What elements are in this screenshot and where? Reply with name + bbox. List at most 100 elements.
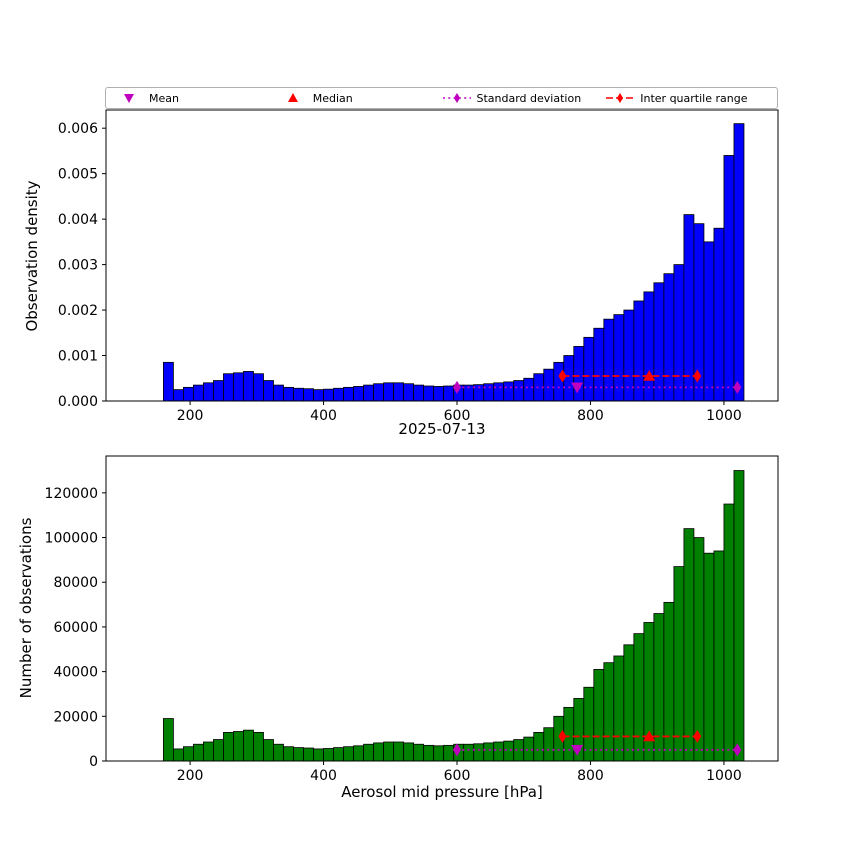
histogram-bar bbox=[633, 633, 645, 762]
histogram-bar bbox=[323, 388, 334, 402]
x-tick-label: 600 bbox=[444, 768, 471, 784]
histogram-bar bbox=[253, 373, 264, 402]
histogram-bar bbox=[543, 368, 555, 402]
histogram-bar bbox=[162, 718, 174, 762]
y-axis-ticks: 0.000 0.001 0.002 0.003 0.004 0.005 0.006 bbox=[58, 121, 106, 410]
histogram-bars bbox=[162, 123, 745, 402]
histogram-bar bbox=[733, 123, 745, 402]
x-tick-label: 200 bbox=[177, 408, 204, 424]
histogram-bar bbox=[673, 264, 685, 402]
legend-marker bbox=[453, 93, 460, 103]
mean-marker bbox=[571, 382, 584, 394]
legend-marker bbox=[617, 93, 624, 103]
histogram-bar bbox=[203, 741, 214, 762]
histogram-bar bbox=[643, 291, 655, 402]
histogram-bar bbox=[263, 739, 274, 762]
diamond-glyph bbox=[442, 93, 471, 103]
histogram-bar bbox=[443, 385, 455, 402]
histogram-bar bbox=[393, 382, 405, 402]
histogram-bar bbox=[633, 300, 645, 402]
x-tick-label: 400 bbox=[310, 408, 337, 424]
y-tick-label: 80000 bbox=[53, 575, 98, 591]
histogram-bar bbox=[193, 384, 204, 402]
histogram-bar bbox=[333, 387, 344, 402]
histogram-bar bbox=[713, 550, 725, 762]
histogram-bar bbox=[373, 742, 385, 762]
histogram-bar bbox=[563, 355, 575, 402]
median-marker bbox=[643, 369, 656, 381]
triangle-up-glyph bbox=[287, 93, 298, 102]
subplot-title-date: 2025-07-13 bbox=[398, 420, 486, 438]
axes-frame bbox=[105, 109, 779, 402]
std-dev-marker bbox=[452, 743, 462, 757]
histogram-bar bbox=[273, 743, 284, 762]
x-axis-ticks: 200 400 600 800 1000 bbox=[177, 761, 742, 784]
histogram-bar bbox=[413, 384, 425, 402]
legend-label-std: Standard deviation bbox=[476, 91, 582, 105]
histogram-bar bbox=[433, 386, 445, 402]
histogram-bar bbox=[203, 382, 214, 402]
histogram-bar bbox=[493, 382, 505, 402]
histogram-bar bbox=[573, 346, 585, 402]
histogram-bar bbox=[162, 361, 174, 402]
y-axis-ticks: 0 20000 40000 60000 80000 100000 120000 bbox=[45, 486, 106, 770]
histogram-bar bbox=[403, 383, 415, 402]
histogram-bar bbox=[303, 388, 314, 402]
histogram-bar bbox=[333, 747, 344, 762]
y-axis-label-top: Observation density bbox=[23, 180, 41, 332]
histogram-bar bbox=[293, 747, 304, 762]
legend-item-mean: Mean bbox=[114, 91, 278, 105]
legend-marker bbox=[124, 94, 134, 103]
histogram-bar bbox=[443, 744, 455, 762]
histogram-bar bbox=[363, 743, 374, 762]
x-axis-label: Aerosol mid pressure [hPa] bbox=[341, 783, 543, 801]
histogram-bar bbox=[283, 386, 294, 402]
histogram-bar bbox=[723, 155, 735, 402]
histogram-bar bbox=[493, 741, 505, 762]
histogram-bar bbox=[383, 741, 395, 762]
histogram-bar bbox=[703, 552, 715, 762]
diamond-glyph bbox=[606, 93, 635, 103]
x-tick-label: 600 bbox=[444, 408, 471, 424]
y-tick-label: 0 bbox=[89, 754, 98, 770]
x-tick-label: 1000 bbox=[706, 408, 742, 424]
histogram-bar bbox=[483, 742, 495, 762]
histogram-bar bbox=[423, 744, 435, 762]
legend-marker bbox=[287, 93, 298, 102]
histogram-bar bbox=[413, 743, 425, 762]
statistics-overlay bbox=[452, 729, 742, 757]
iqr-marker bbox=[693, 369, 702, 383]
median-marker bbox=[643, 730, 656, 742]
iqr-marker bbox=[558, 729, 567, 743]
axes-frame bbox=[105, 455, 779, 762]
histogram-bars bbox=[162, 470, 745, 762]
histogram-bar bbox=[233, 372, 244, 402]
x-tick-label: 400 bbox=[310, 768, 337, 784]
histogram-bar bbox=[733, 470, 745, 762]
histogram-bar bbox=[603, 318, 615, 402]
histogram-bar bbox=[683, 528, 695, 762]
y-tick-label: 0.004 bbox=[58, 212, 98, 228]
histogram-bar bbox=[183, 746, 194, 762]
histogram-bar bbox=[213, 739, 224, 762]
legend: Mean Median Standard deviation Inter qua… bbox=[105, 87, 778, 109]
histogram-bar bbox=[353, 745, 364, 762]
histogram-bar bbox=[663, 273, 675, 402]
histogram-bar bbox=[533, 732, 545, 762]
histogram-bar bbox=[563, 706, 575, 762]
histogram-bar bbox=[273, 384, 284, 402]
y-axis-label-bottom: Number of observations bbox=[17, 517, 35, 699]
histogram-bar bbox=[243, 371, 254, 402]
histogram-bar bbox=[353, 386, 364, 402]
std-dev-marker bbox=[733, 380, 742, 394]
x-tick-label: 1000 bbox=[706, 768, 742, 784]
histogram-bar bbox=[313, 389, 324, 402]
histogram-bar bbox=[293, 387, 304, 402]
histogram-bar bbox=[543, 727, 555, 762]
y-tick-label: 120000 bbox=[45, 486, 98, 502]
histogram-bar bbox=[653, 613, 665, 762]
histogram-bar bbox=[703, 241, 715, 402]
statistics-overlay bbox=[452, 369, 742, 394]
histogram-bar bbox=[603, 662, 615, 762]
